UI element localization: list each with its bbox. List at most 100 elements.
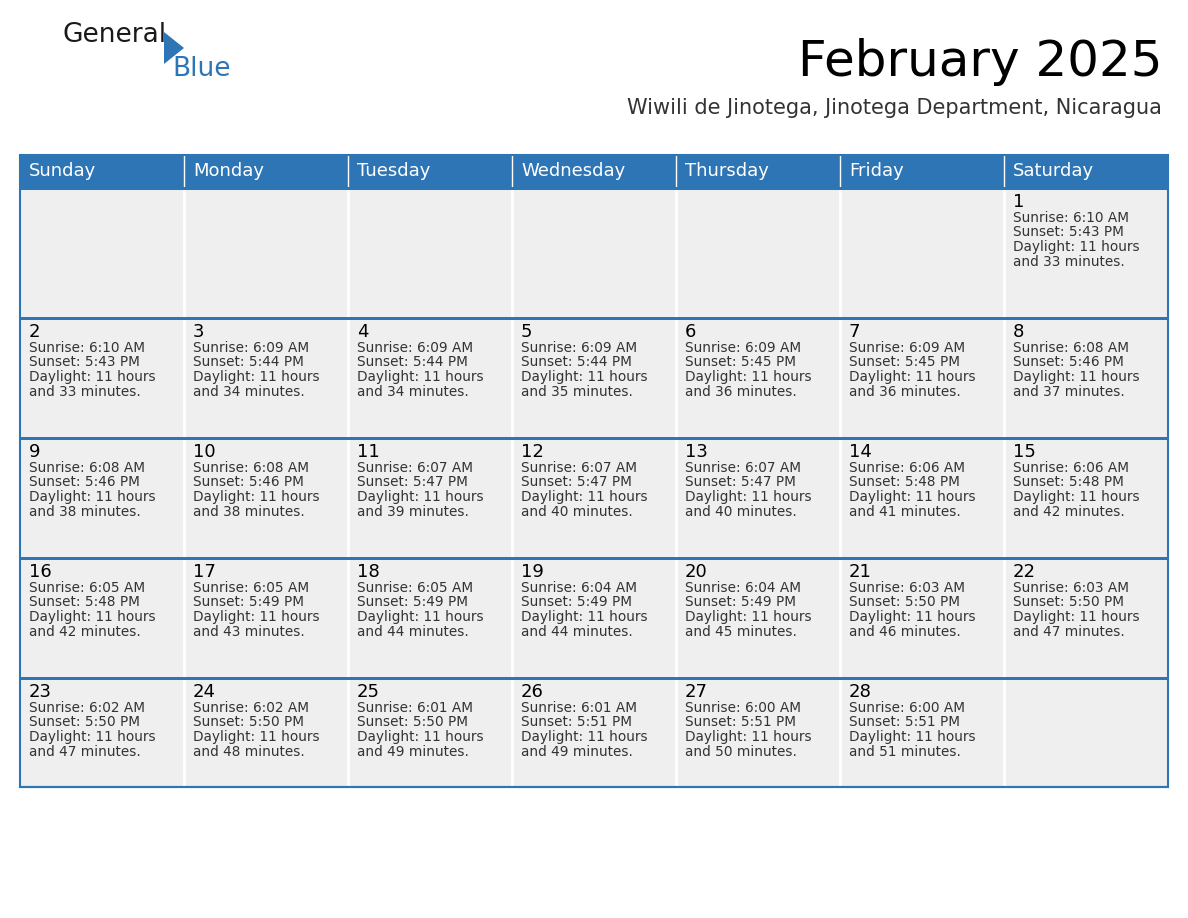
Text: and 40 minutes.: and 40 minutes. (685, 505, 797, 519)
Text: Sunday: Sunday (29, 162, 96, 180)
Bar (676, 437, 840, 557)
Text: Sunset: 5:43 PM: Sunset: 5:43 PM (29, 355, 140, 370)
Text: and 34 minutes.: and 34 minutes. (192, 385, 305, 398)
Text: Daylight: 11 hours: Daylight: 11 hours (1013, 610, 1139, 624)
Bar (1004, 187, 1168, 317)
Text: Daylight: 11 hours: Daylight: 11 hours (849, 490, 975, 504)
Bar (348, 317, 512, 437)
Text: Daylight: 11 hours: Daylight: 11 hours (358, 610, 484, 624)
Text: Sunrise: 6:02 AM: Sunrise: 6:02 AM (192, 701, 309, 715)
Bar (184, 187, 348, 317)
Text: 9: 9 (29, 443, 40, 461)
Bar (840, 317, 1004, 437)
Text: and 36 minutes.: and 36 minutes. (685, 385, 797, 398)
Text: Daylight: 11 hours: Daylight: 11 hours (358, 730, 484, 744)
Text: and 47 minutes.: and 47 minutes. (1013, 624, 1125, 639)
Text: Daylight: 11 hours: Daylight: 11 hours (685, 490, 811, 504)
Bar (512, 155, 676, 187)
Text: Sunrise: 6:03 AM: Sunrise: 6:03 AM (1013, 581, 1129, 595)
Bar (20, 557, 1168, 560)
Text: 1: 1 (1013, 193, 1024, 211)
Text: and 33 minutes.: and 33 minutes. (29, 385, 140, 398)
Bar (676, 317, 840, 437)
Text: Daylight: 11 hours: Daylight: 11 hours (685, 370, 811, 384)
Text: Monday: Monday (192, 162, 264, 180)
Text: Sunrise: 6:02 AM: Sunrise: 6:02 AM (29, 701, 145, 715)
Text: and 48 minutes.: and 48 minutes. (192, 744, 305, 758)
Text: and 44 minutes.: and 44 minutes. (522, 624, 633, 639)
Text: and 35 minutes.: and 35 minutes. (522, 385, 633, 398)
Text: Sunset: 5:48 PM: Sunset: 5:48 PM (29, 596, 140, 610)
Text: Sunrise: 6:07 AM: Sunrise: 6:07 AM (685, 461, 801, 475)
Bar (512, 187, 676, 317)
Text: Sunrise: 6:05 AM: Sunrise: 6:05 AM (358, 581, 473, 595)
Text: 8: 8 (1013, 323, 1024, 341)
Text: General: General (62, 22, 166, 48)
Text: Sunset: 5:47 PM: Sunset: 5:47 PM (522, 476, 632, 489)
Text: 25: 25 (358, 683, 380, 701)
Text: Sunrise: 6:07 AM: Sunrise: 6:07 AM (522, 461, 637, 475)
Bar (20, 437, 184, 557)
Text: Sunrise: 6:01 AM: Sunrise: 6:01 AM (522, 701, 637, 715)
Text: Sunset: 5:47 PM: Sunset: 5:47 PM (358, 476, 468, 489)
Text: Sunrise: 6:06 AM: Sunrise: 6:06 AM (849, 461, 965, 475)
Text: 17: 17 (192, 563, 216, 581)
Text: Sunset: 5:48 PM: Sunset: 5:48 PM (849, 476, 960, 489)
Bar (348, 437, 512, 557)
Text: 27: 27 (685, 683, 708, 701)
Bar (184, 677, 348, 787)
Text: 22: 22 (1013, 563, 1036, 581)
Text: Sunset: 5:46 PM: Sunset: 5:46 PM (1013, 355, 1124, 370)
Bar (184, 437, 348, 557)
Bar (20, 557, 184, 677)
Text: Daylight: 11 hours: Daylight: 11 hours (522, 610, 647, 624)
Text: and 49 minutes.: and 49 minutes. (358, 744, 469, 758)
Text: Daylight: 11 hours: Daylight: 11 hours (192, 610, 320, 624)
Text: Sunrise: 6:10 AM: Sunrise: 6:10 AM (1013, 211, 1129, 225)
Text: and 49 minutes.: and 49 minutes. (522, 744, 633, 758)
Text: Daylight: 11 hours: Daylight: 11 hours (849, 370, 975, 384)
Bar (20, 677, 1168, 680)
Bar (512, 317, 676, 437)
Text: Sunrise: 6:09 AM: Sunrise: 6:09 AM (849, 341, 965, 355)
Text: Daylight: 11 hours: Daylight: 11 hours (29, 490, 156, 504)
Text: Wednesday: Wednesday (522, 162, 625, 180)
Text: 21: 21 (849, 563, 872, 581)
Text: 15: 15 (1013, 443, 1036, 461)
Text: Sunrise: 6:10 AM: Sunrise: 6:10 AM (29, 341, 145, 355)
Text: 14: 14 (849, 443, 872, 461)
Text: Sunrise: 6:00 AM: Sunrise: 6:00 AM (849, 701, 965, 715)
Text: Sunset: 5:44 PM: Sunset: 5:44 PM (192, 355, 304, 370)
Text: Sunrise: 6:04 AM: Sunrise: 6:04 AM (522, 581, 637, 595)
Text: February 2025: February 2025 (797, 38, 1162, 86)
Text: Sunrise: 6:03 AM: Sunrise: 6:03 AM (849, 581, 965, 595)
Text: Sunrise: 6:09 AM: Sunrise: 6:09 AM (192, 341, 309, 355)
Text: Sunset: 5:51 PM: Sunset: 5:51 PM (849, 715, 960, 730)
Text: Daylight: 11 hours: Daylight: 11 hours (522, 370, 647, 384)
Text: Sunrise: 6:05 AM: Sunrise: 6:05 AM (29, 581, 145, 595)
Text: Wiwili de Jinotega, Jinotega Department, Nicaragua: Wiwili de Jinotega, Jinotega Department,… (627, 98, 1162, 118)
Text: Daylight: 11 hours: Daylight: 11 hours (1013, 240, 1139, 254)
Text: Sunset: 5:46 PM: Sunset: 5:46 PM (29, 476, 140, 489)
Text: and 42 minutes.: and 42 minutes. (29, 624, 140, 639)
Text: 19: 19 (522, 563, 544, 581)
Text: Friday: Friday (849, 162, 904, 180)
Text: 20: 20 (685, 563, 708, 581)
Bar (348, 187, 512, 317)
Bar (840, 437, 1004, 557)
Text: and 45 minutes.: and 45 minutes. (685, 624, 797, 639)
Bar (184, 557, 348, 677)
Text: 12: 12 (522, 443, 544, 461)
Text: Sunset: 5:50 PM: Sunset: 5:50 PM (358, 715, 468, 730)
Text: Sunset: 5:49 PM: Sunset: 5:49 PM (192, 596, 304, 610)
Text: and 44 minutes.: and 44 minutes. (358, 624, 469, 639)
Bar (1004, 557, 1168, 677)
Text: Daylight: 11 hours: Daylight: 11 hours (29, 370, 156, 384)
Text: Sunset: 5:43 PM: Sunset: 5:43 PM (1013, 226, 1124, 240)
Text: 6: 6 (685, 323, 696, 341)
Text: Sunset: 5:44 PM: Sunset: 5:44 PM (522, 355, 632, 370)
Text: Daylight: 11 hours: Daylight: 11 hours (358, 370, 484, 384)
Text: Daylight: 11 hours: Daylight: 11 hours (192, 730, 320, 744)
Text: Daylight: 11 hours: Daylight: 11 hours (29, 610, 156, 624)
Text: Sunrise: 6:08 AM: Sunrise: 6:08 AM (29, 461, 145, 475)
